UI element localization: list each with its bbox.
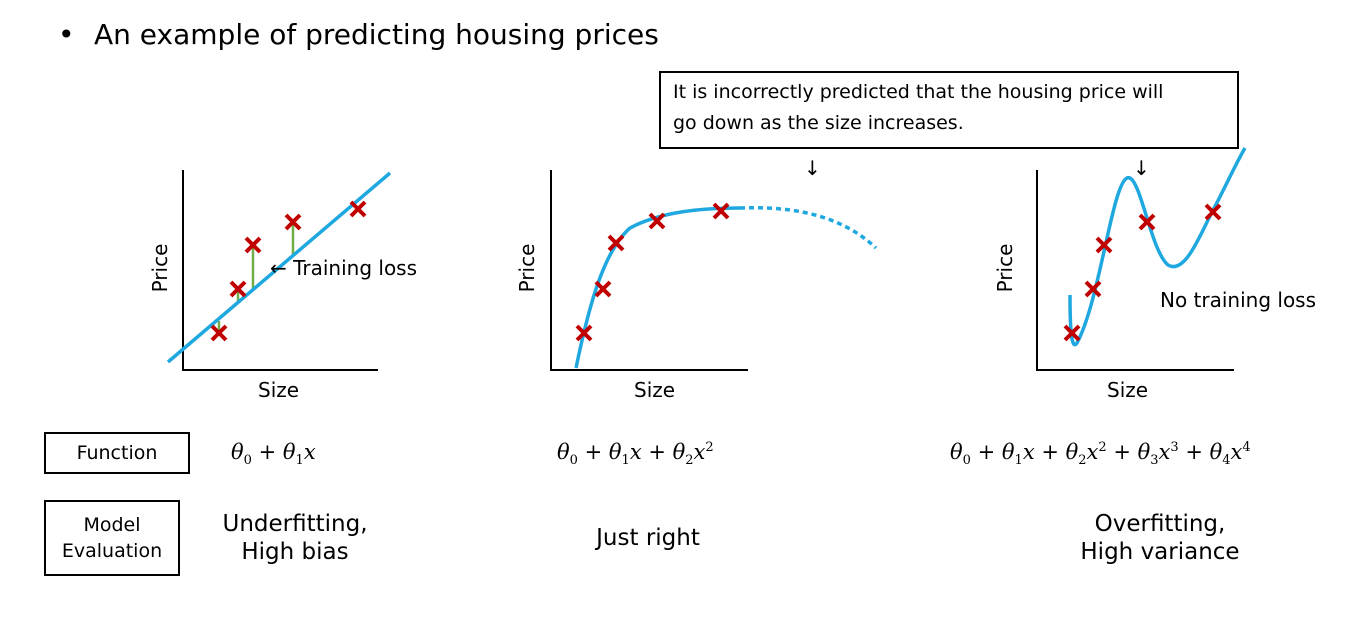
plot2-xlabel: Size (634, 378, 676, 402)
plot3-function: θ0 + θ1x + θ2x2 + θ3x3 + θ4x4 (950, 440, 1251, 469)
title-text: An example of predicting housing prices (94, 18, 659, 51)
callout-box: It is incorrectly predicted that the hou… (659, 71, 1239, 149)
plot1-ylabel: Price (148, 243, 172, 293)
plot2-extrapolation-curve (739, 205, 878, 250)
plot1-axes (182, 170, 378, 371)
plot3-data-points (1063, 203, 1222, 342)
plot1-xlabel: Size (258, 378, 300, 402)
plot3-ylabel: Price (993, 243, 1017, 293)
bullet-icon: • (58, 18, 75, 51)
plot1-evaluation: Underfitting, High bias (222, 511, 368, 565)
plot1-data-points (210, 200, 367, 342)
model-evaluation-row-label: Model Evaluation (44, 500, 180, 576)
plot3-xlabel: Size (1107, 378, 1149, 402)
training-loss-label: ← Training loss (270, 256, 418, 280)
function-row-label: Function (44, 432, 190, 474)
plot2-data-points (575, 202, 730, 342)
plot2-ylabel: Price (515, 243, 539, 293)
no-training-loss-label: No training loss (1160, 288, 1317, 312)
plot3-fit-curve (1068, 147, 1247, 347)
plot2-axes (550, 170, 748, 371)
plot2-fit-curve (574, 206, 741, 369)
down-arrow-icon: ↓ (804, 156, 821, 180)
callout-line-2: go down as the size increases. (673, 112, 964, 134)
model-evaluation-label-line-1: Model (83, 514, 141, 536)
plot2-function: θ0 + θ1x + θ2x2 (557, 440, 714, 469)
down-arrow-icon: ↓ (1133, 156, 1150, 180)
function-row-label-text: Function (76, 442, 158, 464)
callout-line-1: It is incorrectly predicted that the hou… (673, 81, 1164, 103)
model-evaluation-label-line-2: Evaluation (61, 540, 163, 562)
plot2-evaluation: Just right (596, 525, 700, 551)
slide-title: • An example of predicting housing prices (58, 18, 659, 51)
plot3-evaluation: Overfitting, High variance (1080, 511, 1240, 565)
plot1-function: θ0 + θ1x (231, 440, 316, 469)
plot3-axes (1036, 170, 1234, 371)
